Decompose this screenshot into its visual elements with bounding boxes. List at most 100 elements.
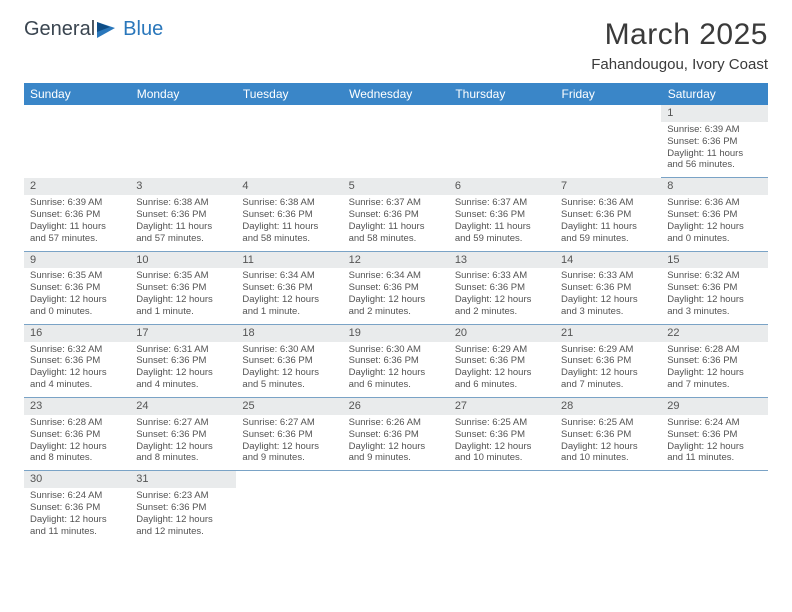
day-number: 14 [555,251,661,268]
day-number: 5 [343,178,449,195]
logo: General Blue [24,18,163,41]
sunset: Sunset: 6:36 PM [136,355,230,367]
daylight-line1: Daylight: 11 hours [561,221,655,233]
sunset: Sunset: 6:36 PM [136,282,230,294]
day-detail: Sunrise: 6:28 AMSunset: 6:36 PMDaylight:… [24,415,130,471]
day-number: 19 [343,324,449,341]
sunrise: Sunrise: 6:39 AM [667,124,761,136]
daylight-line1: Daylight: 11 hours [30,221,124,233]
day-detail: Sunrise: 6:36 AMSunset: 6:36 PMDaylight:… [661,195,767,251]
day-number: 24 [130,398,236,415]
day-detail: Sunrise: 6:26 AMSunset: 6:36 PMDaylight:… [343,415,449,471]
sunset: Sunset: 6:36 PM [667,355,761,367]
day-number: 1 [661,105,767,122]
sunrise: Sunrise: 6:27 AM [136,417,230,429]
day-detail: Sunrise: 6:33 AMSunset: 6:36 PMDaylight:… [555,268,661,324]
page-title: March 2025 [591,18,768,52]
daynum-row: 23242526272829 [24,398,768,415]
daylight-line1: Daylight: 12 hours [667,294,761,306]
sunset: Sunset: 6:36 PM [349,209,443,221]
empty-cell [343,105,449,122]
day-number: 11 [236,251,342,268]
day-detail: Sunrise: 6:25 AMSunset: 6:36 PMDaylight:… [449,415,555,471]
daylight-line2: and 8 minutes. [136,452,230,464]
sunset: Sunset: 6:36 PM [30,502,124,514]
detail-row: Sunrise: 6:24 AMSunset: 6:36 PMDaylight:… [24,488,768,544]
daylight-line2: and 3 minutes. [667,306,761,318]
empty-cell [343,488,449,544]
sunrise: Sunrise: 6:30 AM [349,344,443,356]
daylight-line2: and 58 minutes. [242,233,336,245]
day-number: 26 [343,398,449,415]
day-detail: Sunrise: 6:34 AMSunset: 6:36 PMDaylight:… [343,268,449,324]
daylight-line1: Daylight: 12 hours [242,441,336,453]
daylight-line2: and 12 minutes. [136,526,230,538]
sunrise: Sunrise: 6:28 AM [30,417,124,429]
daylight-line1: Daylight: 11 hours [667,148,761,160]
sunrise: Sunrise: 6:32 AM [30,344,124,356]
day-number: 15 [661,251,767,268]
daylight-line1: Daylight: 12 hours [455,367,549,379]
detail-row: Sunrise: 6:28 AM Sunset: 6:36 PM Daylight:… [24,415,768,471]
detail-row: Sunrise: 6:35 AMSunset: 6:36 PMDaylight:… [24,268,768,324]
sunset: Sunset: 6:36 PM [455,429,549,441]
daylight-line1: Daylight: 12 hours [30,514,124,526]
day-number: 9 [24,251,130,268]
logo-text-blue: Blue [123,18,163,41]
sunset: Sunset: 6:36 PM [242,355,336,367]
daylight-line1: Daylight: 11 hours [136,221,230,233]
daylight-line2: and 57 minutes. [30,233,124,245]
daylight-line2: and 6 minutes. [455,379,549,391]
sunrise: Sunrise: 6:24 AM [30,490,124,502]
day-number: 27 [449,398,555,415]
sunrise: Sunrise: 6:30 AM [242,344,336,356]
sunrise: Sunrise: 6:33 AM [455,270,549,282]
day-number: 10 [130,251,236,268]
empty-cell [343,471,449,488]
daylight-line2: and 6 minutes. [349,379,443,391]
sunset: Sunset: 6:36 PM [349,429,443,441]
sunrise: Sunrise: 6:36 AM [667,197,761,209]
sunset: Sunset: 6:36 PM [561,209,655,221]
sunrise: Sunrise: 6:25 AM [455,417,549,429]
daylight-line1: Daylight: 12 hours [667,221,761,233]
day-detail: Sunrise: 6:31 AMSunset: 6:36 PMDaylight:… [130,342,236,398]
day-number: 8 [661,178,767,195]
daylight-line1: Daylight: 12 hours [349,367,443,379]
day-detail: Sunrise: 6:37 AMSunset: 6:36 PMDaylight:… [449,195,555,251]
sunset: Sunset: 6:36 PM [136,502,230,514]
day-detail: Sunrise: 6:38 AMSunset: 6:36 PMDaylight:… [236,195,342,251]
daynum-row: 9101112131415 [24,251,768,268]
daylight-line1: Daylight: 12 hours [561,294,655,306]
daylight-line1: Daylight: 12 hours [667,441,761,453]
day-number: 22 [661,324,767,341]
calendar-table: Sunday Monday Tuesday Wednesday Thursday… [24,83,768,544]
day-detail: Sunrise: 6:35 AMSunset: 6:36 PMDaylight:… [24,268,130,324]
sunrise: Sunrise: 6:23 AM [136,490,230,502]
daylight-line1: Daylight: 12 hours [667,367,761,379]
daylight-line1: Daylight: 12 hours [561,367,655,379]
daylight-line2: and 0 minutes. [30,306,124,318]
day-detail: Sunrise: 6:37 AMSunset: 6:36 PMDaylight:… [343,195,449,251]
day-detail: Sunrise: 6:25 AMSunset: 6:36 PMDaylight:… [555,415,661,471]
daylight-line1: Daylight: 12 hours [30,294,124,306]
day-detail: Sunrise: 6:29 AMSunset: 6:36 PMDaylight:… [449,342,555,398]
daylight-line2: and 11 minutes. [667,452,761,464]
daylight-line2: and 4 minutes. [30,379,124,391]
day-detail: Sunrise: 6:35 AMSunset: 6:36 PMDaylight:… [130,268,236,324]
day-detail: Sunrise: 6:23 AMSunset: 6:36 PMDaylight:… [130,488,236,544]
day-detail: Sunrise: 6:28 AMSunset: 6:36 PMDaylight:… [661,342,767,398]
daylight-line1: Daylight: 12 hours [30,441,124,453]
daylight-line1: Daylight: 12 hours [136,514,230,526]
weekday-header: Monday [130,83,236,105]
weekday-header: Thursday [449,83,555,105]
weekday-header: Saturday [661,83,767,105]
day-detail: Sunrise: 6:30 AMSunset: 6:36 PMDaylight:… [236,342,342,398]
empty-cell [661,471,767,488]
day-number: 7 [555,178,661,195]
daylight-line2: and 3 minutes. [561,306,655,318]
day-number: 2 [24,178,130,195]
sunrise: Sunrise: 6:38 AM [242,197,336,209]
day-number: 4 [236,178,342,195]
day-number: 23 [24,398,130,415]
